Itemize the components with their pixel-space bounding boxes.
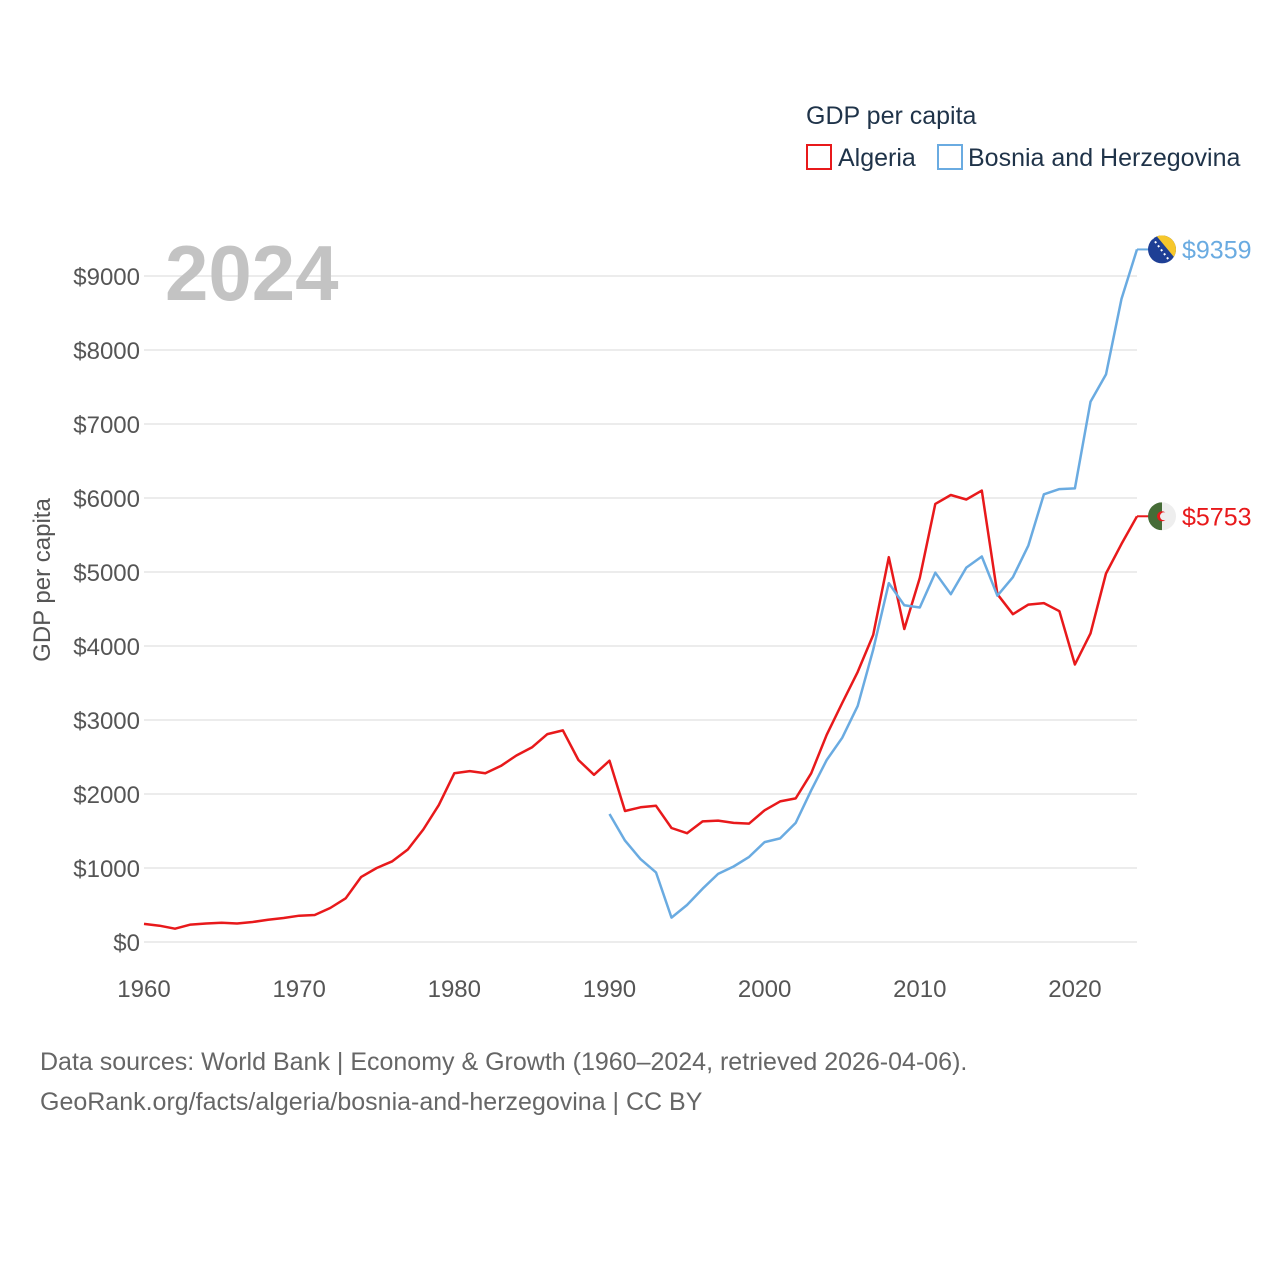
end-value-algeria: $5753 xyxy=(1182,503,1252,531)
y-axis-label: GDP per capita xyxy=(29,498,56,662)
flag-yellow-triangle xyxy=(1156,235,1176,260)
y-tick-label: $1000 xyxy=(73,856,140,883)
bosnia-flag xyxy=(1148,235,1176,264)
x-tick-label: 2020 xyxy=(1048,976,1101,1003)
series-lines xyxy=(143,249,1139,930)
source-note: Data sources: World Bank | Economy & Gro… xyxy=(40,1042,1240,1122)
y-tick-label: $4000 xyxy=(73,634,140,661)
end-labels: $5753 $9359 xyxy=(1137,235,1252,531)
source-line-2: GeoRank.org/facts/algeria/bosnia-and-her… xyxy=(40,1088,703,1116)
flag-white-half xyxy=(1162,502,1176,531)
legend-label-bosnia: Bosnia and Herzegovina xyxy=(968,144,1240,172)
flag-stars xyxy=(1151,236,1171,263)
y-tick-label: $3000 xyxy=(73,708,140,735)
algeria-flag xyxy=(1148,502,1176,531)
legend-swatch-bosnia xyxy=(937,144,963,170)
y-tick-label: $9000 xyxy=(73,264,140,291)
y-tick-label: $5000 xyxy=(73,560,140,587)
flag-body xyxy=(1148,502,1176,531)
y-tick-label: $0 xyxy=(113,930,140,957)
x-axis: 1960 1970 1980 1990 2000 2010 2020 xyxy=(117,976,1101,1003)
flag-green-half xyxy=(1148,502,1162,531)
year-label: 2024 xyxy=(165,229,339,317)
x-tick-label: 1980 xyxy=(428,976,481,1003)
series-line-bosnia xyxy=(608,249,1139,919)
y-tick-label: $7000 xyxy=(73,412,140,439)
legend-label-algeria: Algeria xyxy=(838,144,916,172)
legend-title: GDP per capita xyxy=(806,102,977,130)
x-tick-label: 2010 xyxy=(893,976,946,1003)
gridlines xyxy=(144,275,1137,943)
y-tick-label: $2000 xyxy=(73,782,140,809)
legend: GDP per capita Algeria Bosnia and Herzeg… xyxy=(806,102,1240,172)
legend-swatch-algeria xyxy=(806,144,832,170)
end-value-bosnia: $9359 xyxy=(1182,236,1252,264)
flag-crescent-cut xyxy=(1160,512,1168,521)
series-line-algeria xyxy=(143,489,1139,930)
x-tick-label: 1990 xyxy=(583,976,636,1003)
x-tick-label: 1960 xyxy=(117,976,170,1003)
y-tick-label: $6000 xyxy=(73,486,140,513)
y-axis: $0 $1000 $2000 $3000 $4000 $5000 $6000 $7000 $80… xyxy=(73,264,140,957)
flag-body xyxy=(1148,235,1176,264)
y-tick-label: $8000 xyxy=(73,338,140,365)
source-line-1: Data sources: World Bank | Economy & Gro… xyxy=(40,1048,968,1076)
x-tick-label: 1970 xyxy=(272,976,325,1003)
x-tick-label: 2000 xyxy=(738,976,791,1003)
